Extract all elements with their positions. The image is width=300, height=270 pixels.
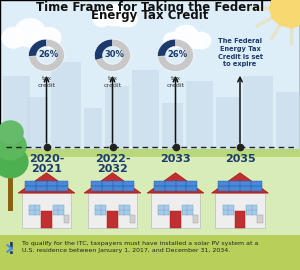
Circle shape	[93, 11, 110, 26]
Circle shape	[116, 14, 129, 26]
Polygon shape	[212, 173, 268, 193]
Bar	[51, 62, 81, 157]
Polygon shape	[218, 181, 262, 191]
Bar	[132, 70, 159, 157]
Bar	[193, 215, 198, 223]
Bar	[182, 205, 193, 215]
Bar	[162, 103, 183, 157]
Bar	[64, 215, 69, 223]
Bar	[243, 76, 273, 157]
Polygon shape	[18, 173, 75, 193]
Text: 2022-
2032: 2022- 2032	[95, 154, 130, 174]
Bar	[53, 205, 64, 215]
Text: To qualify for the ITC, taxpayers must have installed a solar PV system at a
U.S: To qualify for the ITC, taxpayers must h…	[22, 241, 259, 253]
Bar	[119, 205, 130, 215]
Wedge shape	[94, 39, 130, 72]
Bar	[223, 205, 234, 215]
Wedge shape	[158, 39, 194, 72]
FancyBboxPatch shape	[0, 0, 300, 157]
Circle shape	[0, 132, 26, 160]
Circle shape	[173, 25, 199, 48]
Polygon shape	[91, 181, 134, 191]
Bar	[8, 167, 13, 211]
Circle shape	[14, 19, 46, 47]
Bar	[0, 148, 300, 157]
Bar	[158, 205, 169, 215]
Bar	[88, 193, 137, 228]
Bar	[3, 76, 30, 157]
Bar	[27, 97, 48, 157]
Circle shape	[164, 32, 182, 49]
Text: 2020-
2021: 2020- 2021	[29, 154, 64, 174]
Bar	[0, 235, 300, 270]
Bar	[130, 215, 135, 223]
Circle shape	[0, 146, 28, 178]
Polygon shape	[147, 173, 204, 193]
Bar	[170, 211, 181, 228]
Wedge shape	[158, 39, 175, 56]
Bar	[107, 211, 118, 228]
Bar	[235, 211, 245, 228]
Bar	[95, 205, 106, 215]
Text: 30%: 30%	[105, 50, 125, 59]
Bar	[41, 211, 52, 228]
Text: Time Frame for Taking the Federal: Time Frame for Taking the Federal	[36, 1, 264, 14]
Text: 26%: 26%	[168, 50, 188, 59]
Polygon shape	[25, 181, 68, 191]
Circle shape	[188, 36, 202, 49]
Bar	[84, 108, 102, 157]
Bar	[186, 81, 213, 157]
Text: 2033: 2033	[160, 154, 191, 164]
Text: The Federal
Energy Tax
Credit is set
to expire: The Federal Energy Tax Credit is set to …	[218, 38, 262, 67]
Bar	[151, 193, 200, 228]
Text: 2035: 2035	[225, 154, 255, 164]
Text: tax
credit: tax credit	[38, 76, 56, 87]
Bar	[215, 193, 265, 228]
Text: !: !	[8, 242, 15, 257]
Text: 26%: 26%	[39, 50, 59, 59]
Text: tax
credit: tax credit	[103, 76, 122, 87]
Circle shape	[32, 32, 50, 48]
Bar	[0, 151, 300, 238]
Polygon shape	[154, 181, 197, 191]
Bar	[105, 86, 129, 157]
Bar	[276, 92, 300, 157]
Bar	[257, 215, 263, 223]
Circle shape	[2, 28, 25, 48]
Circle shape	[0, 121, 23, 144]
Circle shape	[120, 11, 137, 26]
Wedge shape	[94, 39, 112, 60]
Bar	[29, 205, 40, 215]
Wedge shape	[28, 39, 46, 56]
Bar	[216, 97, 240, 157]
Circle shape	[270, 0, 300, 27]
Text: Energy Tax Credit: Energy Tax Credit	[91, 9, 209, 22]
Circle shape	[102, 5, 126, 26]
Bar	[22, 193, 71, 228]
Wedge shape	[28, 39, 64, 72]
Bar	[246, 205, 257, 215]
Text: tax
credit: tax credit	[167, 76, 184, 87]
Circle shape	[38, 28, 61, 48]
Polygon shape	[84, 173, 141, 193]
Circle shape	[193, 32, 211, 49]
